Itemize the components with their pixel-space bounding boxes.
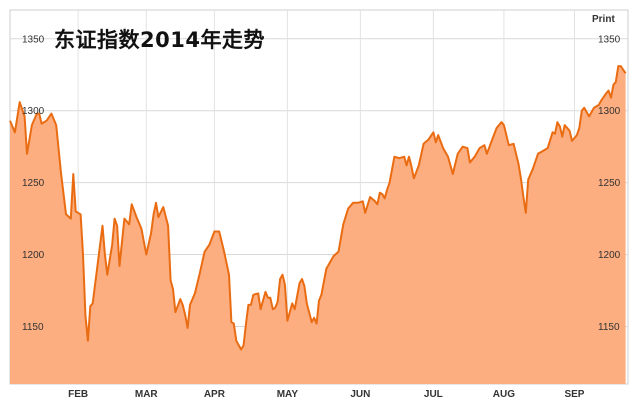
y-tick-label-left: 1200 xyxy=(22,250,45,261)
y-tick-label-right: 1150 xyxy=(598,322,620,333)
y-tick-label-right: 1250 xyxy=(598,178,621,189)
x-tick-label: AUG xyxy=(493,389,515,400)
y-tick-label-right: 1350 xyxy=(598,34,621,45)
y-tick-label-right: 1200 xyxy=(598,250,621,261)
chart-title: 东证指数2014年走势 xyxy=(54,28,265,52)
x-tick-label: APR xyxy=(204,389,226,400)
x-tick-label: JUN xyxy=(350,389,370,400)
x-tick-label: SEP xyxy=(564,389,584,400)
x-tick-label: JUL xyxy=(424,389,443,400)
y-tick-label-left: 1250 xyxy=(22,178,45,189)
x-tick-label: MAR xyxy=(135,389,159,400)
series-area xyxy=(10,66,626,384)
x-tick-label: FEB xyxy=(68,389,88,400)
series-line xyxy=(9,65,627,351)
y-tick-label-left: 1350 xyxy=(22,34,45,45)
y-tick-label-left: 1150 xyxy=(22,322,44,333)
y-tick-label-left: 1300 xyxy=(22,106,45,117)
y-tick-label-right: 1300 xyxy=(598,106,621,117)
x-tick-label: MAY xyxy=(277,389,299,400)
print-button[interactable]: Print xyxy=(592,14,615,25)
